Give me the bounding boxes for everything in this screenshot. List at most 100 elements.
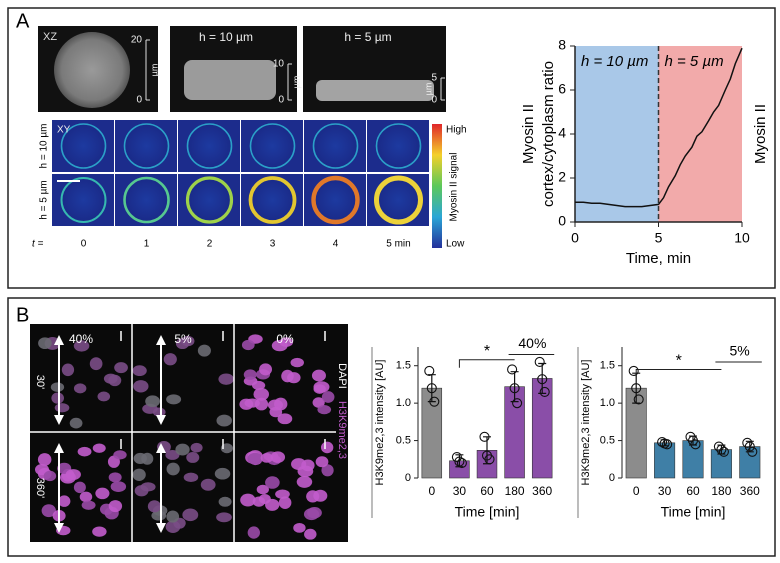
y-tick-label: 0 bbox=[405, 472, 411, 484]
nucleus bbox=[216, 414, 232, 427]
x-tick-label: 0 bbox=[428, 484, 435, 498]
nucleus bbox=[163, 353, 177, 366]
time-label: 1 bbox=[144, 239, 150, 250]
data-point bbox=[454, 456, 465, 467]
nucleus bbox=[251, 380, 266, 390]
data-point bbox=[713, 441, 724, 452]
region-label: h = 10 µm bbox=[581, 53, 648, 70]
cell-image bbox=[375, 123, 422, 169]
nucleus bbox=[37, 453, 52, 466]
data-point bbox=[716, 444, 727, 455]
cell-image bbox=[249, 123, 296, 169]
cell-image bbox=[312, 123, 359, 169]
data-point bbox=[662, 439, 673, 450]
nucleus bbox=[278, 496, 292, 509]
scale-unit: µm bbox=[423, 83, 433, 96]
y-tick-label: 1.0 bbox=[396, 397, 411, 409]
x-tick-label: 180 bbox=[711, 484, 731, 498]
panel-label: A bbox=[16, 10, 30, 32]
nucleus bbox=[89, 357, 103, 371]
data-point bbox=[509, 383, 520, 394]
data-point bbox=[512, 398, 523, 409]
data-point bbox=[744, 441, 755, 452]
nucleus bbox=[73, 340, 90, 352]
x-axis-label: Time [min] bbox=[455, 504, 520, 520]
data-point bbox=[690, 439, 701, 450]
nucleus bbox=[114, 362, 128, 374]
nucleus bbox=[277, 413, 293, 425]
nucleus bbox=[54, 403, 70, 413]
nucleus bbox=[258, 494, 271, 504]
cell-image bbox=[184, 60, 276, 100]
x-tick-label: 0 bbox=[571, 230, 579, 246]
nucleus bbox=[183, 472, 199, 483]
nucleus bbox=[165, 449, 180, 460]
y-tick-label: 0.5 bbox=[396, 434, 411, 446]
y-tick-label: 0.5 bbox=[600, 434, 615, 446]
image-label: XY bbox=[57, 125, 71, 136]
nucleus bbox=[214, 467, 231, 480]
arrow-head bbox=[54, 443, 64, 533]
nucleus bbox=[69, 417, 83, 429]
time-label: 3 bbox=[270, 239, 276, 250]
nucleus bbox=[38, 337, 52, 350]
y-axis-label: Myosin II bbox=[520, 104, 537, 164]
y-tick-label: 8 bbox=[558, 37, 566, 53]
x-tick-label: 5 bbox=[655, 230, 663, 246]
data-point bbox=[628, 365, 639, 377]
nucleus bbox=[58, 495, 71, 507]
data-point bbox=[484, 454, 495, 465]
arrow-head bbox=[54, 335, 64, 425]
y-tick-label: 1.5 bbox=[396, 360, 411, 372]
nucleus bbox=[166, 510, 180, 523]
nucleus bbox=[247, 452, 263, 465]
nucleus bbox=[108, 472, 122, 483]
nucleus bbox=[275, 489, 290, 499]
nucleus bbox=[166, 462, 180, 476]
image-title: h = 5 µm bbox=[344, 30, 391, 44]
nucleus bbox=[50, 382, 65, 392]
nucleus bbox=[103, 373, 118, 384]
nucleus bbox=[190, 442, 203, 453]
nucleus bbox=[240, 493, 256, 507]
nucleus bbox=[186, 452, 200, 463]
scale-label: 10 bbox=[273, 59, 285, 70]
y-tick-label: 0 bbox=[558, 213, 566, 229]
nucleus bbox=[43, 470, 57, 482]
scale-label: 0 bbox=[136, 95, 142, 106]
nucleus bbox=[113, 450, 127, 460]
data-point bbox=[456, 457, 467, 469]
significance-label: * bbox=[484, 343, 490, 360]
nucleus bbox=[77, 446, 92, 457]
row-label: 360' bbox=[34, 478, 46, 498]
group-label: 40% bbox=[518, 335, 546, 351]
nucleus bbox=[297, 465, 314, 478]
significance-bracket bbox=[635, 368, 722, 378]
nucleus bbox=[175, 338, 190, 350]
x-tick-label: 360 bbox=[740, 484, 760, 498]
nucleus bbox=[216, 512, 232, 523]
data-point bbox=[539, 386, 550, 397]
y-axis-label: H3K9me2,3 intensity [AU] bbox=[580, 360, 592, 486]
y-tick-label: 1.0 bbox=[600, 397, 615, 409]
image-title: h = 10 µm bbox=[199, 30, 253, 44]
panel-b-frame bbox=[7, 297, 776, 557]
panel-label: B bbox=[16, 304, 29, 326]
nucleus bbox=[241, 339, 255, 351]
nucleus bbox=[132, 468, 146, 481]
nucleus bbox=[293, 522, 306, 533]
group-label: 5% bbox=[729, 343, 749, 359]
nucleus bbox=[304, 528, 317, 540]
nucleus bbox=[244, 398, 260, 408]
nucleus bbox=[65, 469, 81, 480]
nucleus bbox=[218, 496, 232, 507]
nucleus bbox=[147, 500, 162, 513]
image-label: XZ bbox=[43, 31, 57, 43]
row-label: h = 5 µm bbox=[39, 180, 50, 219]
nucleus bbox=[260, 453, 274, 463]
region-label: h = 5 µm bbox=[665, 53, 724, 70]
series-label: Myosin II bbox=[752, 104, 769, 164]
nucleus bbox=[73, 481, 86, 494]
column-label: 5% bbox=[174, 332, 192, 346]
data-point bbox=[424, 365, 435, 377]
